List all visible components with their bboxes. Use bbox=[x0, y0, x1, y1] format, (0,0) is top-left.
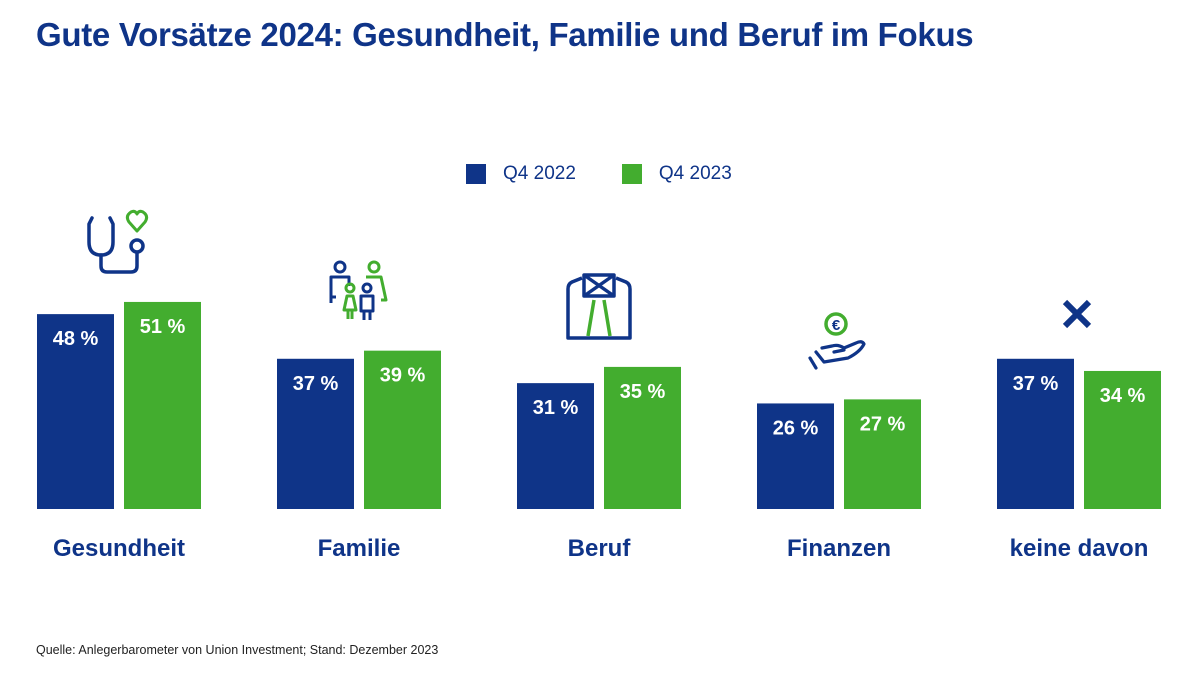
svg-text:€: € bbox=[832, 317, 841, 334]
bar-finanzen-q4-2022 bbox=[757, 403, 834, 509]
bar-beruf-q4-2022 bbox=[517, 383, 594, 509]
icons-layer: € bbox=[87, 209, 1092, 370]
data-label-finanzen-q4-2023: 27 % bbox=[860, 413, 906, 435]
category-label-finanzen: Finanzen bbox=[787, 535, 891, 562]
category-label-beruf: Beruf bbox=[568, 535, 632, 562]
bar-familie-q4-2022 bbox=[277, 358, 354, 509]
bar-beruf-q4-2023 bbox=[604, 366, 681, 509]
category-label-keine-davon: keine davon bbox=[1010, 535, 1149, 562]
source-note: Quelle: Anlegerbarometer von Union Inves… bbox=[36, 643, 439, 657]
stethoscope-heart-icon bbox=[87, 209, 149, 274]
category-labels: Gesundheit Familie Beruf Finanzen keine davo… bbox=[53, 535, 1148, 562]
legend-swatch-q4-2022 bbox=[466, 164, 486, 184]
chart-legend: Q4 2022 Q4 2023 bbox=[466, 163, 778, 185]
data-label-familie-q4-2022: 37 % bbox=[293, 373, 339, 395]
data-label-beruf-q4-2023: 35 % bbox=[620, 381, 666, 403]
bar-gesundheit-q4-2023 bbox=[124, 301, 201, 509]
family-icon bbox=[329, 260, 388, 320]
bar-keine-davon-q4-2023 bbox=[1084, 370, 1161, 509]
cross-icon bbox=[1062, 299, 1092, 329]
data-label-gesundheit-q4-2022: 48 % bbox=[53, 328, 99, 350]
data-label-familie-q4-2023: 39 % bbox=[380, 365, 426, 387]
bar-keine-davon-q4-2022 bbox=[997, 358, 1074, 509]
legend-item-q4-2022: Q4 2022 bbox=[466, 163, 576, 185]
data-label-beruf-q4-2022: 31 % bbox=[533, 397, 579, 419]
bars-layer: 48 % 51 % 37 % 39 % 31 % 35 % 26 % 27 % 37 % 34 % bbox=[37, 301, 1161, 509]
bar-gesundheit-q4-2022 bbox=[37, 314, 114, 509]
category-label-familie: Familie bbox=[318, 535, 401, 562]
data-label-gesundheit-q4-2023: 51 % bbox=[140, 316, 186, 338]
legend-swatch-q4-2023 bbox=[621, 164, 642, 184]
legend-item-q4-2023: Q4 2023 bbox=[621, 163, 732, 185]
data-label-finanzen-q4-2022: 26 % bbox=[773, 417, 819, 439]
category-label-gesundheit: Gesundheit bbox=[53, 535, 185, 562]
data-label-keine-davon-q4-2022: 37 % bbox=[1013, 373, 1059, 395]
shirt-tie-icon bbox=[566, 273, 632, 340]
bar-familie-q4-2023 bbox=[364, 350, 441, 509]
bar-finanzen-q4-2023 bbox=[844, 399, 921, 509]
chart-title: Gute Vorsätze 2024: Gesundheit, Familie … bbox=[36, 16, 974, 53]
legend-label-q4-2022: Q4 2022 bbox=[503, 163, 576, 184]
hand-euro-coin-icon: € bbox=[808, 312, 866, 370]
legend-label-q4-2023: Q4 2023 bbox=[658, 163, 732, 184]
data-label-keine-davon-q4-2023: 34 % bbox=[1100, 385, 1146, 407]
